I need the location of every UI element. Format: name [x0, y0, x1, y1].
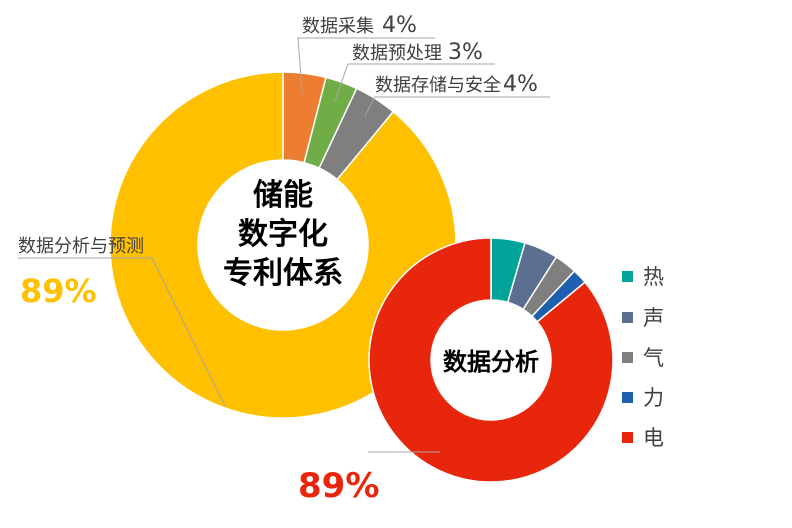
- legend-label-heat: 热: [643, 265, 664, 289]
- legend-label-gas: 气: [643, 346, 664, 370]
- small-slice-4: [368, 237, 614, 483]
- leader-line-data-analysis: [18, 257, 226, 407]
- legend-swatch-electric: [622, 432, 633, 443]
- legend-swatch-gas: [622, 352, 633, 363]
- legend-label-force: 力: [643, 386, 664, 410]
- legend-label-electric: 电: [643, 426, 664, 450]
- leader-line-data-preprocessing: [334, 63, 495, 102]
- big-donut: [109, 71, 457, 419]
- legend-swatch-sound: [622, 312, 633, 323]
- small-center-label: 数据分析: [443, 348, 539, 376]
- big-center-line-2: 数字化: [238, 217, 328, 252]
- slice-value-data-analysis: 89%: [20, 272, 97, 310]
- legend: 热 声 气 力 电: [622, 265, 664, 450]
- legend-swatch-heat: [622, 271, 633, 282]
- slice-label-data-collection: 数据采集 4%: [302, 13, 417, 38]
- legend-label-sound: 声: [643, 306, 664, 330]
- slice-label-data-analysis: 数据分析与预测: [18, 236, 144, 257]
- big-donut-leader-lines: [18, 37, 550, 407]
- slice-label-data-preprocessing: 数据预处理 3%: [352, 40, 483, 65]
- slice-value-electric: 89%: [298, 466, 379, 506]
- legend-swatch-force: [622, 392, 633, 403]
- slice-label-data-storage: 数据存储与安全4%: [375, 72, 538, 97]
- leader-line-data-collection: [297, 37, 435, 94]
- small-donut: [368, 237, 614, 483]
- leader-line-data-storage: [364, 96, 550, 117]
- big-center-line-1: 储能: [253, 178, 313, 213]
- big-center-line-3: 专利体系: [223, 256, 343, 291]
